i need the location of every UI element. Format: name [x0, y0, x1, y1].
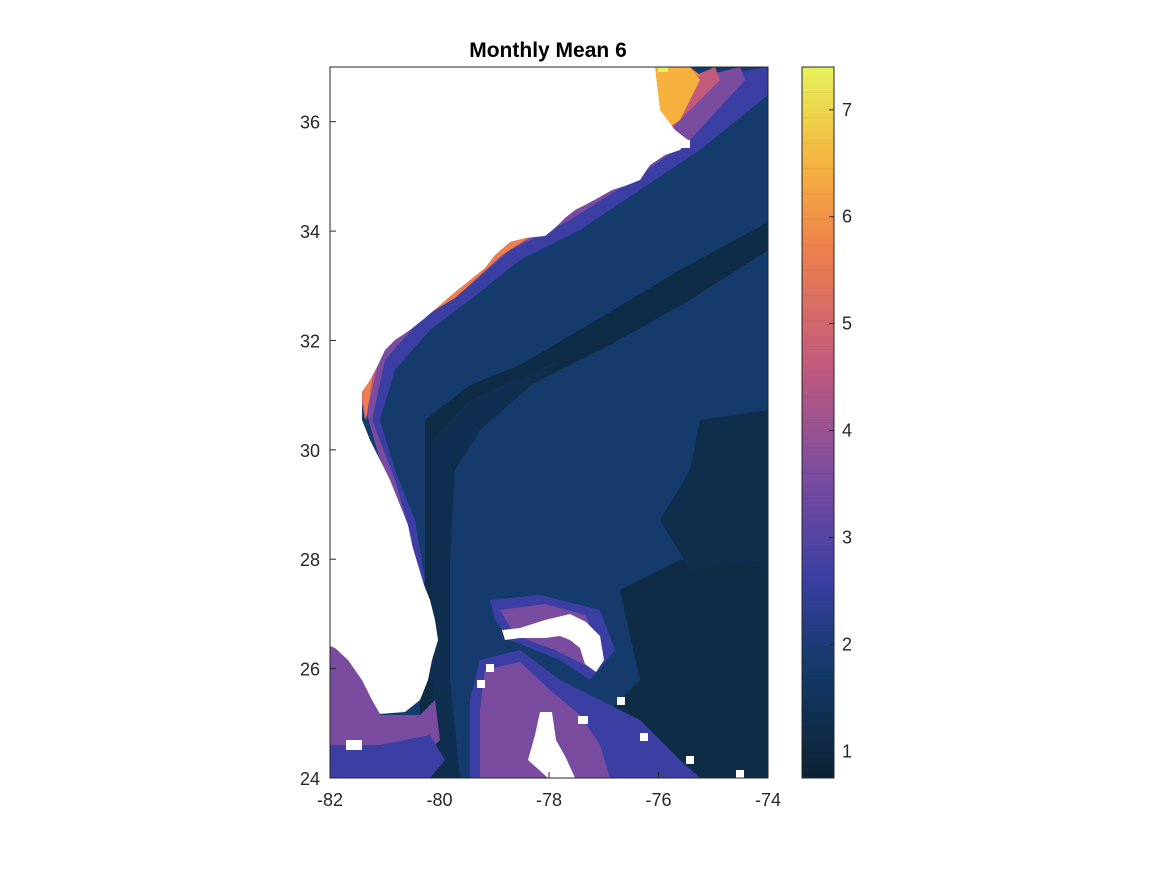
colorbar-tick-label: 2: [842, 634, 852, 654]
y-tick-label: 26: [300, 660, 320, 680]
colorbar-tick-label: 3: [842, 527, 852, 547]
colorbar-tick-label: 6: [842, 207, 852, 227]
chart-title: Monthly Mean 6: [469, 39, 627, 62]
x-tick-label: -80: [426, 790, 452, 810]
y-tick-label: 30: [300, 441, 320, 461]
map-area: [330, 67, 768, 778]
outer-banks-islet: [682, 140, 690, 148]
bahamas-islet: [486, 664, 494, 672]
y-tick-label: 36: [300, 113, 320, 133]
x-tick-label: -78: [536, 790, 562, 810]
x-tick-label: -74: [755, 790, 781, 810]
bahamas-islet: [686, 756, 694, 764]
bahamas-islet: [477, 680, 485, 688]
x-tick-label: -76: [645, 790, 671, 810]
x-tick-label: -82: [317, 790, 343, 810]
bahamas-islet: [617, 697, 625, 705]
y-tick-label: 32: [300, 331, 320, 351]
colorbar-tick-label: 5: [842, 314, 852, 334]
florida-keys-island: [346, 740, 362, 750]
y-tick-label: 24: [300, 769, 320, 789]
colorbar-tick-label: 1: [842, 741, 852, 761]
colorbar-tick-label: 7: [842, 100, 852, 120]
colorbar-tick-label: 4: [842, 421, 852, 441]
y-tick-label: 34: [300, 222, 320, 242]
bahamas-islet: [736, 770, 744, 778]
bahamas-islet: [578, 716, 588, 724]
y-tick-label: 28: [300, 550, 320, 570]
cape-hatteras-max: [658, 67, 668, 72]
bahamas-islet: [640, 733, 648, 741]
